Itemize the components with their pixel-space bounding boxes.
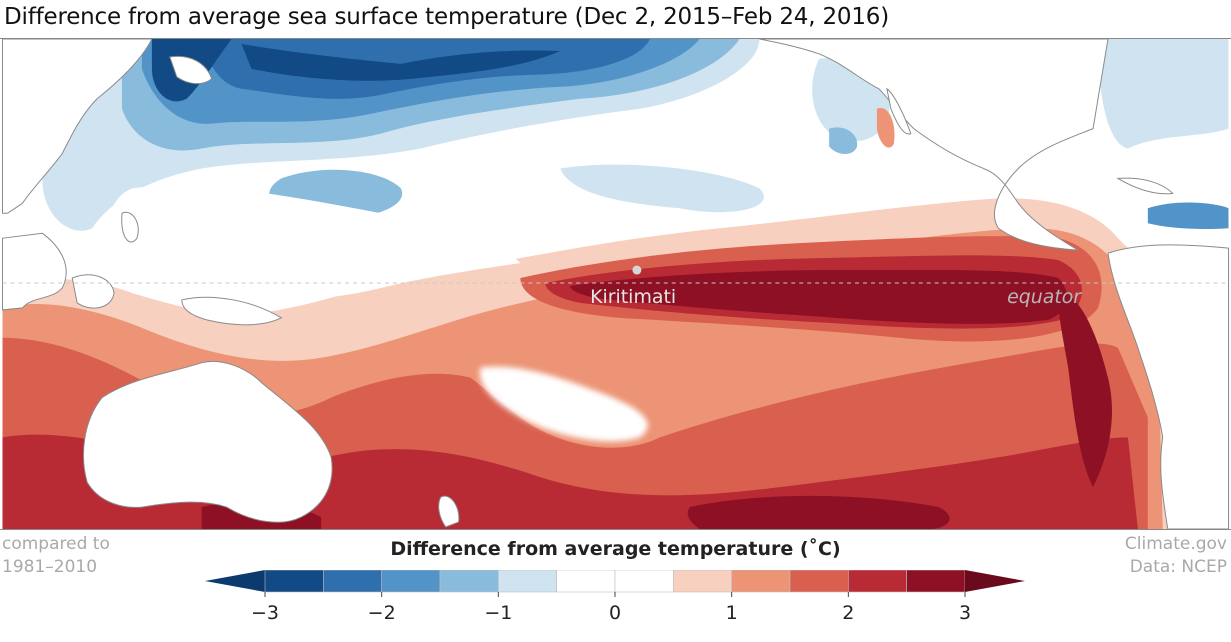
land-masses xyxy=(2,39,1229,529)
color-legend: −3 −2 −1 0 1 2 3 xyxy=(205,570,1025,622)
legend-ticks: −3 −2 −1 0 1 2 3 xyxy=(251,592,971,622)
legend-bin xyxy=(323,570,382,593)
legend-bin xyxy=(789,570,849,593)
legend-bin xyxy=(673,570,732,593)
southeast-asia xyxy=(2,232,67,311)
legend-over-arrow xyxy=(965,570,1025,592)
baseline-note-line2: 1981–2010 xyxy=(2,557,98,577)
legend-bin xyxy=(906,570,966,593)
japan xyxy=(169,55,213,85)
kiritimati-marker xyxy=(632,265,642,275)
legend-bin xyxy=(556,570,616,593)
legend-title: Difference from average temperature (˚C) xyxy=(390,538,841,560)
sea-surface-temperature-map: Kiritimati equator xyxy=(0,38,1231,530)
legend-tick-label: −2 xyxy=(368,602,396,622)
asia-landmass xyxy=(2,39,153,214)
kiritimati-label: Kiritimati xyxy=(590,286,676,308)
south-america xyxy=(1107,244,1229,529)
source-credit-line1: Climate.gov xyxy=(1124,534,1227,554)
legend-tick-label: 3 xyxy=(959,602,971,622)
cuba xyxy=(1116,177,1174,195)
equator-label: equator xyxy=(1007,286,1082,308)
legend-tick-label: 2 xyxy=(842,602,854,622)
legend-bin xyxy=(498,570,557,593)
legend-bin xyxy=(731,570,791,593)
baseline-note-line1: compared to xyxy=(2,534,110,554)
source-credit-line2: Data: NCEP xyxy=(1129,557,1227,577)
legend-bin xyxy=(614,570,674,593)
legend-bins xyxy=(205,570,1025,593)
legend-tick-label: 1 xyxy=(726,602,738,622)
legend-under-arrow xyxy=(205,570,265,592)
legend-tick-label: 0 xyxy=(609,602,621,622)
legend-bin xyxy=(381,570,441,593)
legend-tick-label: −1 xyxy=(484,602,512,622)
legend-bin xyxy=(439,570,499,593)
new-zealand xyxy=(438,495,460,528)
australia xyxy=(83,360,333,523)
north-america xyxy=(759,39,1109,251)
map-title: Difference from average sea surface temp… xyxy=(4,4,889,30)
legend-bin xyxy=(264,570,324,593)
legend-tick-label: −3 xyxy=(251,602,279,622)
baja-california xyxy=(886,87,912,135)
philippines xyxy=(121,211,139,243)
new-guinea xyxy=(181,296,283,326)
legend-bin xyxy=(848,570,907,593)
